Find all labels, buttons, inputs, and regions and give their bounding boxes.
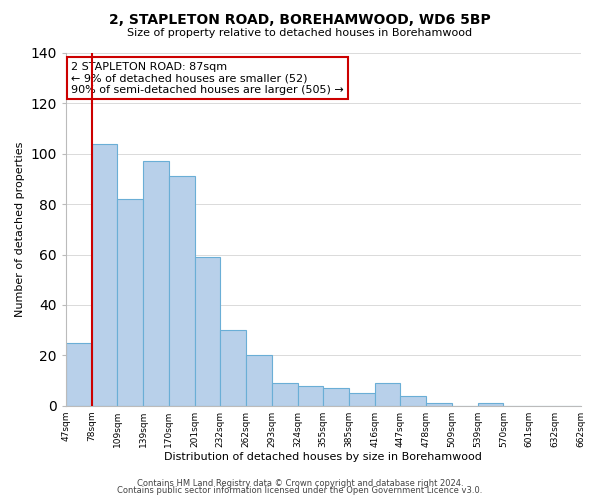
Bar <box>374 383 400 406</box>
Text: 2, STAPLETON ROAD, BOREHAMWOOD, WD6 5BP: 2, STAPLETON ROAD, BOREHAMWOOD, WD6 5BP <box>109 12 491 26</box>
Bar <box>143 162 169 406</box>
Bar <box>118 199 143 406</box>
Bar <box>298 386 323 406</box>
Bar <box>66 342 92 406</box>
Bar <box>194 257 220 406</box>
Bar <box>323 388 349 406</box>
Bar <box>349 393 374 406</box>
Bar <box>400 396 426 406</box>
Text: 2 STAPLETON ROAD: 87sqm
← 9% of detached houses are smaller (52)
90% of semi-det: 2 STAPLETON ROAD: 87sqm ← 9% of detached… <box>71 62 344 95</box>
Text: Contains public sector information licensed under the Open Government Licence v3: Contains public sector information licen… <box>118 486 482 495</box>
Bar <box>272 383 298 406</box>
Bar <box>169 176 194 406</box>
Text: Contains HM Land Registry data © Crown copyright and database right 2024.: Contains HM Land Registry data © Crown c… <box>137 478 463 488</box>
Bar <box>426 403 452 406</box>
Bar <box>478 403 503 406</box>
Bar <box>220 330 246 406</box>
Bar <box>92 144 118 406</box>
Bar <box>246 356 272 406</box>
X-axis label: Distribution of detached houses by size in Borehamwood: Distribution of detached houses by size … <box>164 452 482 462</box>
Text: Size of property relative to detached houses in Borehamwood: Size of property relative to detached ho… <box>127 28 473 38</box>
Y-axis label: Number of detached properties: Number of detached properties <box>15 142 25 317</box>
